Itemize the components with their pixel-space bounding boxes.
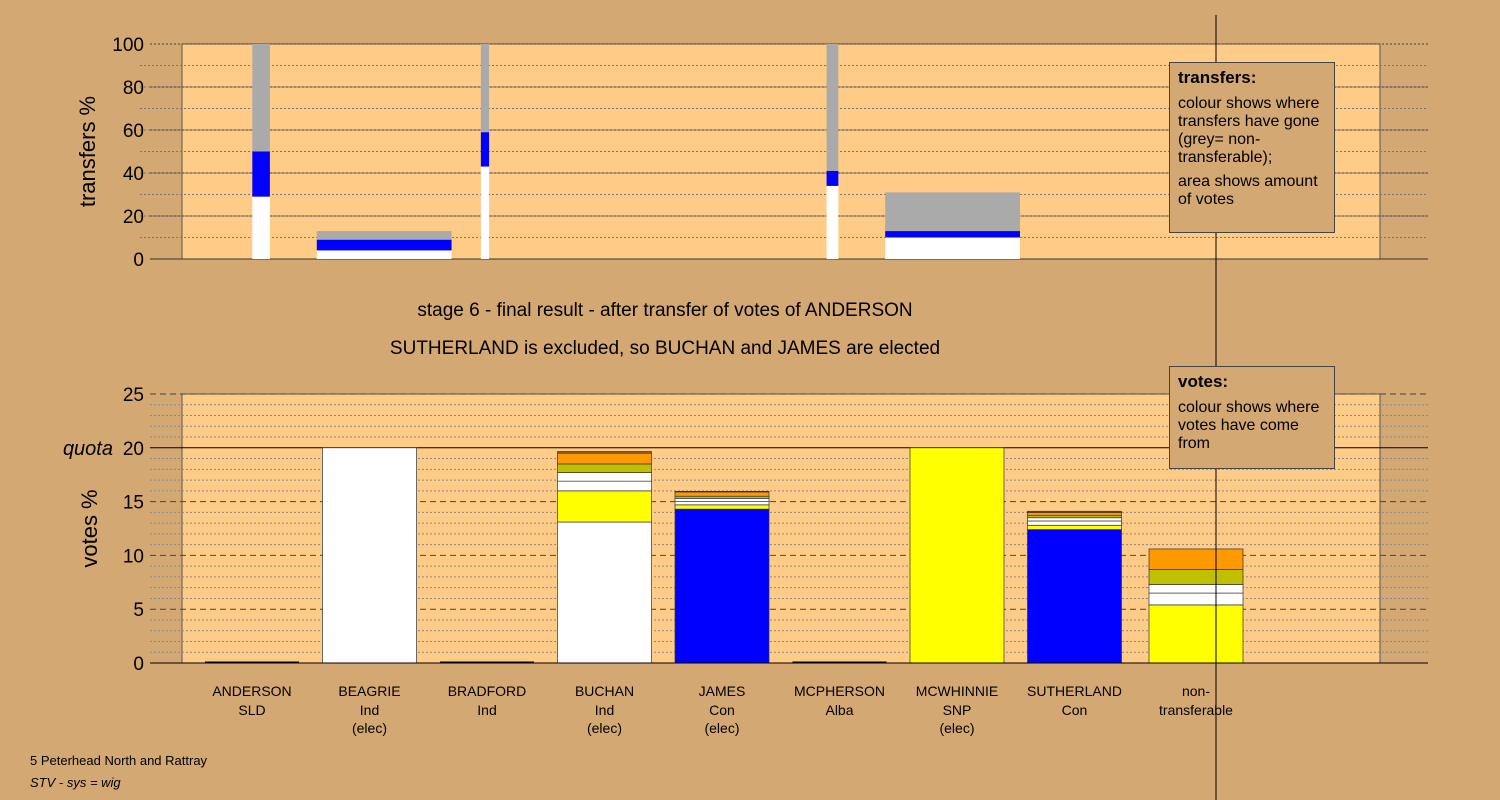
candidate-name-label: SUTHERLAND [1027, 683, 1122, 699]
quota-label: quota [63, 438, 113, 460]
candidate-party-label: Alba [825, 702, 853, 718]
votes-y-tick-label: 15 [123, 493, 144, 514]
transfer-bar-james-blue [826, 170, 839, 186]
vote-bar-3-seg-5 [557, 452, 652, 465]
stage-caption: stage 6 - final result - after transfer … [417, 300, 913, 321]
votes-legend-title: votes: [1178, 372, 1229, 391]
transfer-bar-anderson-blue [252, 151, 270, 197]
transfer-bar-beagrie-grey [316, 231, 452, 240]
vote-bar-6-seg-0 [909, 447, 1005, 664]
transfer-bar-buchan-white [480, 166, 490, 259]
result-caption: SUTHERLAND is excluded, so BUCHAN and JA… [389, 338, 941, 359]
vote-bar-8-seg-0 [1148, 604, 1244, 664]
candidate-elected-label: (elec) [704, 720, 739, 736]
vote-bar-7-seg-5 [1027, 512, 1122, 516]
vote-bar-8-seg-2 [1148, 584, 1244, 594]
candidate-party-label: SLD [238, 702, 265, 718]
transfer-bar-mcwhinnie-blue [885, 231, 1020, 238]
transfers-y-tick-label: 20 [123, 207, 144, 228]
transfers-y-tick-label: 80 [123, 78, 144, 99]
candidate-elected-label: (elec) [939, 720, 974, 736]
vote-bar-7-seg-6 [1027, 510, 1122, 513]
votes-y-axis-label: votes % [77, 489, 102, 567]
vote-bar-3-seg-4 [557, 463, 652, 473]
vote-bar-8-seg-3 [1148, 569, 1244, 585]
candidate-name-label: BUCHAN [575, 683, 634, 699]
vote-bar-3-seg-2 [557, 480, 652, 492]
transfers-legend-line1: colour shows where transfers have gone (… [1178, 95, 1320, 166]
vote-bar-7-seg-1 [1027, 524, 1122, 530]
candidate-name-label: BRADFORD [448, 683, 527, 699]
vote-bar-7-seg-0 [1027, 529, 1122, 664]
transfer-bar-james-white [826, 185, 839, 259]
vote-bar-8-seg-4 [1148, 548, 1244, 570]
votes-y-tick-label: 20 [123, 439, 144, 460]
candidate-party-label: SNP [943, 702, 972, 718]
transfers-y-tick-label: 0 [133, 250, 144, 271]
transfers-y-tick-label: 100 [112, 35, 144, 56]
candidate-party-label: Con [709, 702, 735, 718]
transfer-bar-buchan-grey [480, 44, 490, 133]
transfers-y-tick-label: 60 [123, 121, 144, 142]
votes-legend: votes: colour shows where votes have com… [1169, 366, 1335, 469]
vote-bar-3-seg-1 [557, 490, 652, 523]
transfers-legend: transfers: colour shows where transfers … [1169, 62, 1335, 233]
transfer-bar-mcwhinnie-white [885, 237, 1020, 259]
vote-bar-7-seg-3 [1027, 517, 1122, 522]
vote-bar-7-seg-2 [1027, 520, 1122, 526]
candidate-name-label: BEAGRIE [338, 683, 400, 699]
transfers-legend-line2: area shows amount of votes [1178, 173, 1318, 208]
vote-bar-4-seg-1 [674, 504, 770, 510]
vote-bar-4-seg-6 [674, 491, 770, 493]
transfer-bar-mcwhinnie-grey [885, 192, 1020, 232]
candidate-name-label: ANDERSON [212, 683, 291, 699]
votes-legend-line1: colour shows where votes have come from [1178, 399, 1320, 452]
votes-y-tick-label: 10 [123, 546, 144, 567]
transfer-bar-james-grey [826, 44, 839, 171]
candidate-party-label: Ind [595, 702, 614, 718]
votes-y-tick-label: 5 [133, 600, 144, 621]
transfers-legend-title: transfers: [1178, 68, 1257, 87]
transfer-bar-buchan-blue [480, 132, 490, 167]
candidate-party-label: Ind [360, 702, 379, 718]
transfer-bar-beagrie-white [316, 250, 452, 259]
transfer-bar-beagrie-blue [316, 239, 452, 251]
vote-bar-3-seg-0 [557, 521, 652, 664]
candidate-name-label: JAMES [699, 683, 746, 699]
candidate-elected-label: (elec) [352, 720, 387, 736]
candidate-party-label: Ind [477, 702, 496, 718]
candidate-party-label: transferable [1159, 702, 1233, 718]
vote-bar-4-seg-0 [674, 508, 770, 664]
system-label: STV - sys = wig [30, 775, 121, 790]
candidate-name-label: non- [1182, 683, 1210, 699]
vote-bar-1-seg-0 [322, 447, 417, 664]
transfer-bar-anderson-grey [252, 44, 270, 152]
vote-bar-4-seg-5 [674, 491, 770, 497]
transfers-y-axis-label: transfers % [75, 96, 100, 207]
candidate-name-label: MCPHERSON [794, 683, 885, 699]
candidate-party-label: Con [1062, 702, 1088, 718]
vote-bar-4-seg-2 [674, 501, 770, 506]
votes-y-tick-label: 25 [123, 385, 144, 406]
candidate-elected-label: (elec) [587, 720, 622, 736]
candidate-name-label: MCWHINNIE [916, 683, 998, 699]
vote-bar-8-seg-1 [1148, 592, 1244, 606]
vote-bar-3-seg-6 [557, 451, 652, 454]
transfer-bar-anderson-white [252, 196, 270, 259]
vote-bar-3-seg-3 [557, 472, 652, 482]
vote-bar-4-seg-3 [674, 498, 770, 502]
transfers-y-tick-label: 40 [123, 164, 144, 185]
ward-label: 5 Peterhead North and Rattray [30, 753, 208, 768]
votes-y-tick-label: 0 [133, 654, 144, 675]
